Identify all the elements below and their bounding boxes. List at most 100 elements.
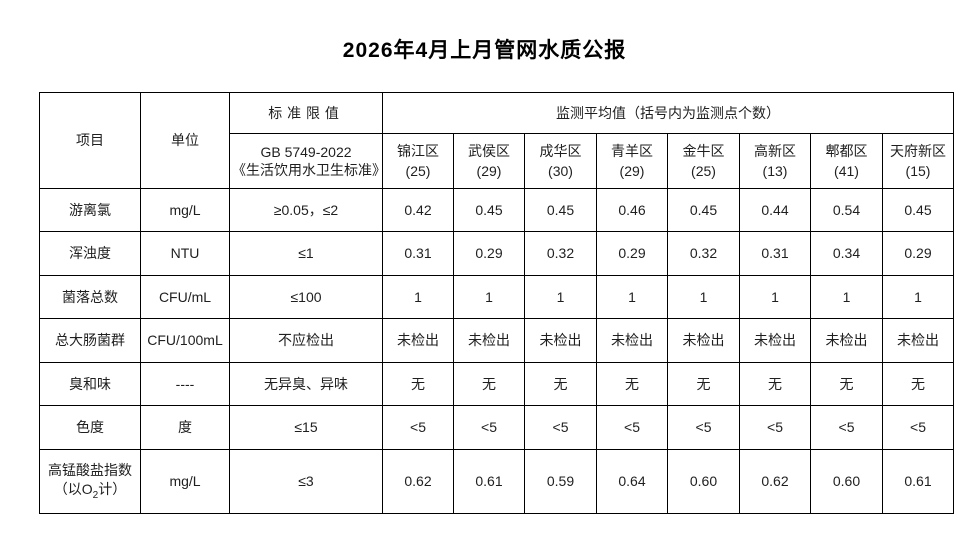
cell-value: 无 (524, 362, 597, 406)
row-item-label: 游离氯 (39, 188, 141, 232)
cell-value: 0.42 (382, 188, 454, 232)
cell-value: 0.54 (810, 188, 883, 232)
cell-value: 0.31 (382, 231, 454, 276)
cell-value: 1 (667, 275, 740, 319)
row-standard: ≤3 (229, 449, 383, 514)
cell-value: 0.29 (453, 231, 525, 276)
cell-value: <5 (667, 405, 740, 450)
district-name: 郫都区 (825, 143, 868, 159)
cell-value: 1 (882, 275, 954, 319)
cell-value: 无 (382, 362, 454, 406)
cell-value: <5 (382, 405, 454, 450)
standard-code: GB 5749-2022 (260, 144, 352, 160)
row-item-label: 浑浊度 (39, 231, 141, 276)
col-header-district-tianfu: 天府新区 (15) (882, 133, 954, 189)
cell-value: 无 (810, 362, 883, 406)
table-row-chroma: 色度 度 ≤15 <5 <5 <5 <5 <5 <5 <5 <5 (39, 405, 954, 450)
cell-value: 未检出 (453, 318, 525, 363)
district-count: (41) (834, 163, 859, 179)
cell-value: 1 (810, 275, 883, 319)
table-row-permanganate: 高锰酸盐指数 （以O2计） mg/L ≤3 0.62 0.61 0.59 0.6… (39, 449, 954, 514)
cell-value: <5 (739, 405, 811, 450)
district-count: (15) (905, 163, 931, 179)
col-header-item: 项目 (39, 92, 141, 189)
row-unit: NTU (140, 231, 230, 276)
col-header-district-gaoxin: 高新区 (13) (739, 133, 811, 189)
row-item-label: 菌落总数 (39, 275, 141, 319)
cell-value: 0.29 (882, 231, 954, 276)
row-unit: mg/L (140, 188, 230, 232)
cell-value: 0.61 (453, 449, 525, 514)
cell-value: 0.29 (596, 231, 668, 276)
cell-value: 无 (739, 362, 811, 406)
cell-value: 无 (596, 362, 668, 406)
row-standard: ≤15 (229, 405, 383, 450)
row-item-label: 高锰酸盐指数 （以O2计） (39, 449, 141, 514)
cell-value: 0.34 (810, 231, 883, 276)
cell-value: 未检出 (882, 318, 954, 363)
cell-value: 0.32 (524, 231, 597, 276)
col-header-district-wuhou: 武侯区 (29) (453, 133, 525, 189)
cell-value: 0.62 (739, 449, 811, 514)
col-header-district-jinjiang: 锦江区 (25) (382, 133, 454, 189)
cell-value: <5 (810, 405, 883, 450)
cell-value: 1 (596, 275, 668, 319)
cell-value: 0.59 (524, 449, 597, 514)
cell-value: <5 (596, 405, 668, 450)
cell-value: 0.45 (882, 188, 954, 232)
header-row-districts: GB 5749-2022 《生活饮用水卫生标准》 锦江区 (25) 武侯区 (2… (40, 133, 954, 189)
col-header-district-pidu: 郫都区 (41) (810, 133, 883, 189)
row-item-label: 色度 (39, 405, 141, 450)
cell-value: 0.60 (667, 449, 740, 514)
col-header-standard-gb: GB 5749-2022 《生活饮用水卫生标准》 (229, 133, 383, 189)
district-name: 锦江区 (397, 143, 439, 159)
table-row-colony-count: 菌落总数 CFU/mL ≤100 1 1 1 1 1 1 1 1 (39, 275, 954, 319)
district-name: 金牛区 (682, 143, 725, 159)
cell-value: <5 (453, 405, 525, 450)
row-standard: 无异臭、异味 (229, 362, 383, 406)
cell-value: 未检出 (382, 318, 454, 363)
cell-value: 未检出 (596, 318, 668, 363)
district-name: 青羊区 (611, 143, 653, 159)
page-title: 2026年4月上月管网水质公报 (342, 39, 627, 62)
cell-value: 无 (882, 362, 954, 406)
col-header-unit: 单位 (140, 92, 230, 189)
cell-value: 1 (382, 275, 454, 319)
cell-value: 0.62 (382, 449, 454, 514)
cell-value: 0.45 (524, 188, 597, 232)
cell-value: 0.45 (667, 188, 740, 232)
cell-value: 1 (524, 275, 597, 319)
district-count: (30) (548, 163, 573, 179)
district-name: 成华区 (539, 143, 582, 159)
cell-value: 0.45 (453, 188, 525, 232)
row-item-label: 总大肠菌群 (39, 318, 141, 363)
cell-value: 0.64 (596, 449, 668, 514)
district-name: 天府新区 (890, 143, 946, 159)
district-count: (29) (619, 163, 645, 179)
cell-value: 未检出 (810, 318, 883, 363)
table-row-free-chlorine: 游离氯 mg/L ≥0.05，≤2 0.42 0.45 0.45 0.46 0.… (39, 188, 954, 232)
row-unit: 度 (140, 405, 230, 450)
standard-name: 《生活饮用水卫生标准》 (232, 162, 383, 178)
cell-value: 0.60 (810, 449, 883, 514)
row-standard: ≥0.05，≤2 (229, 188, 383, 232)
header-row-top: 项目 单位 标准限值 监测平均值（括号内为监测点个数） (39, 92, 954, 189)
cell-value: 0.32 (667, 231, 740, 276)
row-standard: 不应检出 (229, 318, 383, 363)
district-count: (25) (691, 163, 716, 179)
district-count: (25) (405, 163, 431, 179)
table-row-coliform: 总大肠菌群 CFU/100mL 不应检出 未检出 未检出 未检出 未检出 未检出… (39, 318, 954, 363)
cell-value: 0.46 (596, 188, 668, 232)
table-row-odor: 臭和味 ---- 无异臭、异味 无 无 无 无 无 无 无 无 (39, 362, 954, 406)
row-standard: ≤1 (229, 231, 383, 276)
cell-value: 无 (667, 362, 740, 406)
district-count: (29) (476, 163, 502, 179)
row-unit: ---- (140, 362, 230, 406)
cell-value: 未检出 (667, 318, 740, 363)
row-standard: ≤100 (229, 275, 383, 319)
cell-value: 未检出 (524, 318, 597, 363)
cell-value: 0.61 (882, 449, 954, 514)
cell-value: <5 (882, 405, 954, 450)
cell-value: 0.31 (739, 231, 811, 276)
